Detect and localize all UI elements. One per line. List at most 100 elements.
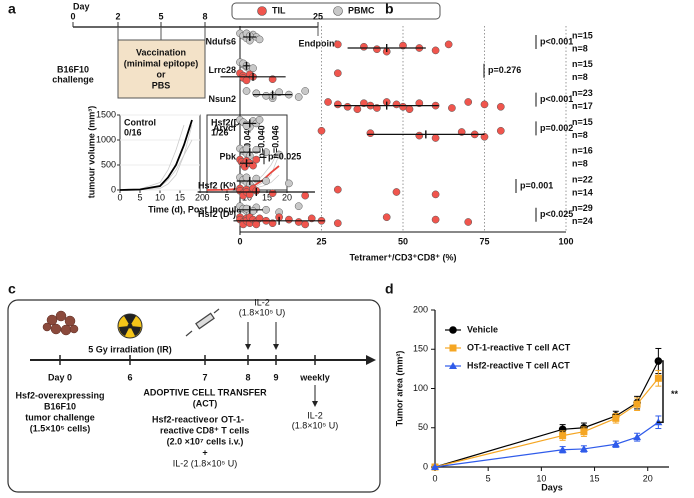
legend-box [231,2,441,20]
pbmc-point [301,87,310,95]
cells-text: or [209,414,218,424]
day-label: 6 [127,372,132,382]
data-point [633,400,641,408]
il2-label: (1.8×10⁵ U) [239,307,286,317]
category-label: Pbk [219,152,237,162]
til-point [431,134,440,142]
y-axis-title: tumour volume (mm³) [86,106,96,199]
til-point [480,100,489,109]
n-label: n=23 [572,88,593,98]
p-value: p=0.049 [242,125,252,158]
category-label: Nsun2 [208,94,236,104]
y-tick-label: 200 [413,304,428,314]
pbmc-point [249,64,257,73]
n-label: n=8 [572,72,588,82]
cells-text: OT-1- [221,414,244,424]
x-tick-label: 20 [195,192,205,202]
day-label: weekly [299,372,330,382]
til-point [268,189,277,198]
series-line [434,360,659,468]
n-label: n=14 [572,187,593,197]
y-tick-label: 0 [111,184,116,194]
day-label: Day [73,1,90,11]
pbmc-point [294,202,303,211]
x-tick-label: 5 [486,473,491,483]
y-tick-label: 100 [413,383,428,393]
til-point [333,185,342,194]
x-tick-label: 5 [137,192,142,202]
il2-label: IL-2 [307,410,323,420]
pbmc-point [294,93,303,101]
data-point [559,432,567,440]
x-tick-label: 15 [590,473,600,483]
x-tick-label: 10 [536,473,546,483]
category-label: Arvcf [213,123,237,133]
day-tick-label: 2 [115,11,120,21]
til-point [444,40,453,49]
n-label: n=8 [572,159,588,169]
data-point [580,428,588,436]
cells-text: CD8⁺ T cells [196,425,249,435]
legend-marker [257,6,267,16]
day-label: 7 [202,372,207,382]
act-label: ADOPTIVE CELL TRANSFER [143,387,267,397]
pbmc-point [275,150,283,159]
x-tick-label: 0 [204,192,209,202]
legend-marker [449,326,457,334]
group-annotation: 0/16 [124,127,142,137]
til-point [431,215,440,224]
pbmc-point [255,115,264,124]
panel-c-frame [7,299,381,493]
til-point [353,105,362,114]
vaccination-text: Vaccination [136,47,186,57]
til-point [360,42,368,51]
n-label: n=22 [572,174,593,184]
til-point [317,126,326,135]
pbmc-point [262,91,270,100]
til-point [333,69,342,78]
day-label: 9 [273,372,278,382]
data-point [633,433,642,441]
p-value: p=0.046 [270,125,280,158]
n-label: n=29 [572,203,593,213]
x-tick-label: 15 [262,192,272,202]
legend-label: OT-1-reactive T cell ACT [467,342,571,352]
data-point [654,374,662,382]
til-point [307,214,316,223]
category-label: Hsf2 (Dᵇ) [198,209,236,219]
challenge-label: (1.5×10⁵ cells) [30,423,91,433]
til-point [294,218,303,226]
til-point [415,131,424,140]
til-point [324,98,332,106]
p-value: p=0.025 [268,152,301,162]
til-point [285,215,293,224]
til-point [301,191,310,200]
n-label: n=24 [572,216,593,226]
til-point [464,98,473,106]
til-point [496,126,505,135]
til-point [496,102,505,111]
legend-label: TIL [272,5,286,15]
pbmc-point [242,204,251,213]
group-annotation: Control [124,117,156,127]
challenge-label: challenge [52,74,94,84]
y-tick-label: 50 [418,422,428,432]
n-label: n=16 [572,146,593,156]
n-label: n=15 [572,117,593,127]
cells-text: IL-2 (1.8×10⁵ U) [173,458,238,468]
legend-label: Hsf2-reactive T cell ACT [467,360,570,370]
til-point [431,190,440,199]
y-tick-label: 150 [413,344,428,354]
x-tick-label: 5 [224,192,229,202]
challenge-label: tumor challenge [25,412,95,422]
pbmc-point [252,89,261,98]
pbmc-point [285,179,293,188]
til-point [301,220,310,229]
day-label: Day 0 [48,372,72,382]
x-tick-label: 75 [479,236,489,246]
pbmc-point [242,87,251,95]
challenge-label: B16F10 [44,401,76,411]
y-tick-label: 0 [423,461,428,471]
il2-label: IL-2 [254,297,270,307]
